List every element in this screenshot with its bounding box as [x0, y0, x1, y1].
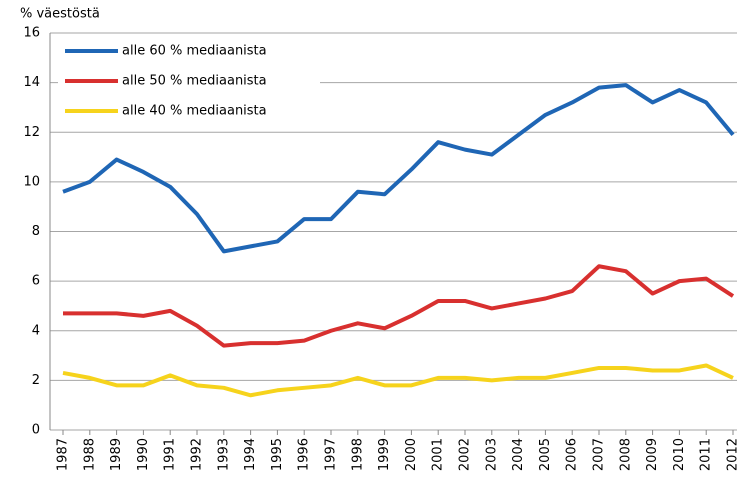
x-tick-label: 1988	[82, 438, 97, 471]
y-tick-label: 6	[32, 274, 40, 289]
legend-label: alle 60 % mediaanista	[122, 44, 267, 59]
x-tick-label: 1996	[297, 438, 312, 471]
x-tick-label: 2005	[538, 438, 553, 471]
x-tick-label: 1989	[109, 438, 124, 471]
x-tick-label: 1999	[377, 438, 392, 471]
y-tick-label: 12	[23, 125, 40, 140]
x-tick-label: 2003	[484, 438, 499, 471]
y-tick-label: 10	[23, 174, 40, 189]
x-tick-label: 1990	[136, 438, 151, 471]
x-tick-label: 1987	[56, 438, 71, 471]
x-tick-label: 1997	[324, 438, 339, 471]
legend: alle 60 % mediaanista alle 50 % mediaanis…	[58, 38, 320, 124]
x-tick-label: 2009	[645, 438, 660, 471]
y-tick-label: 2	[32, 373, 40, 388]
series-line	[63, 266, 733, 345]
y-tick-label: 0	[32, 423, 40, 438]
x-tick-label: 1991	[163, 438, 178, 471]
x-tick-label: 1998	[350, 438, 365, 471]
x-tick-label: 2011	[699, 438, 714, 471]
x-tick-label: 1992	[190, 438, 205, 471]
x-tick-label: 2004	[511, 438, 526, 471]
x-tick-label: 2010	[672, 438, 687, 471]
x-tick-label: 2000	[404, 438, 419, 471]
x-tick-label: 2006	[565, 438, 580, 471]
y-tick-label: 16	[23, 26, 40, 41]
y-tick-label: 4	[32, 323, 40, 338]
y-axis-label: % väestöstä	[20, 7, 100, 22]
x-tick-label: 2012	[726, 438, 738, 471]
x-tick-label: 2008	[618, 438, 633, 471]
legend-label: alle 40 % mediaanista	[122, 104, 267, 119]
x-tick-label: 1995	[270, 438, 285, 471]
y-tick-label: 14	[23, 75, 40, 90]
x-tick-label: 2002	[458, 438, 473, 471]
legend-label: alle 50 % mediaanista	[122, 74, 267, 89]
y-tick-label: 8	[32, 224, 40, 239]
x-tick-label: 1994	[243, 438, 258, 471]
x-tick-label: 1993	[216, 438, 231, 471]
x-tick-label: 2007	[592, 438, 607, 471]
x-tick-label: 2001	[431, 438, 446, 471]
